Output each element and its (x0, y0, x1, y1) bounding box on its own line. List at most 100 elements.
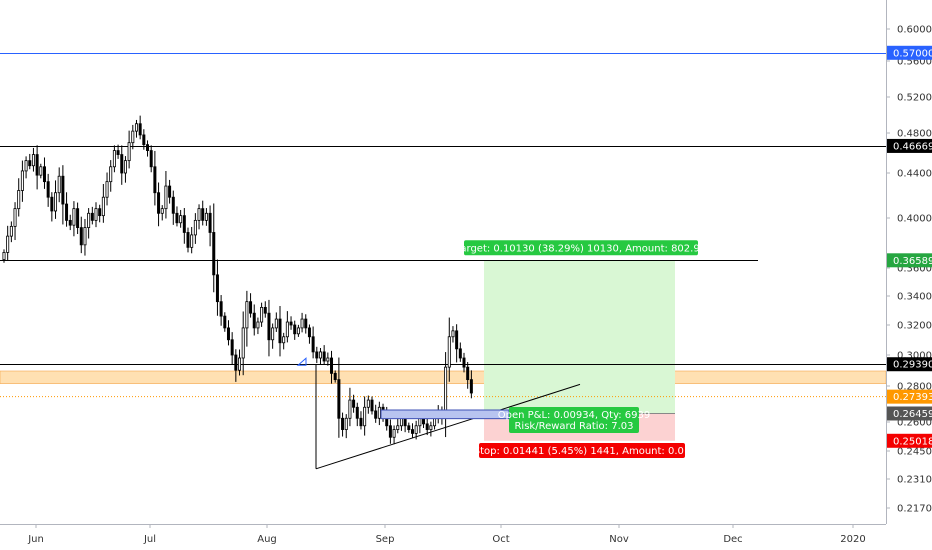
candle (186, 227, 190, 253)
candle (182, 208, 186, 244)
candle (134, 119, 138, 138)
candle (260, 302, 264, 327)
entry-rectangle[interactable] (380, 409, 510, 420)
candle-body-up (366, 399, 370, 408)
candle-body-up (31, 154, 35, 167)
candle-body-down (330, 357, 334, 374)
candle-body-down (157, 192, 161, 214)
candle-body-up (429, 425, 433, 430)
candle (363, 396, 367, 436)
candle (13, 202, 17, 241)
candle-body-down (337, 379, 341, 419)
candle (120, 145, 124, 185)
candle-body-down (65, 203, 69, 221)
candle (337, 357, 341, 438)
candle-body-up (274, 318, 278, 329)
price-tag-bg (887, 45, 932, 60)
candle (2, 249, 6, 263)
candle-body-up (39, 166, 43, 176)
candle-body-up (282, 336, 286, 344)
support-zone[interactable] (0, 370, 887, 384)
candle (447, 317, 451, 382)
candle (79, 216, 83, 254)
position-labels: Target: 0.10130 (38.29%) 10130, Amount: … (455, 240, 706, 458)
profit-zone[interactable] (484, 260, 675, 414)
candle-body-up (326, 357, 330, 362)
candle-body-up (57, 175, 61, 194)
candle-body-down (322, 351, 326, 362)
candle-body-up (363, 406, 367, 427)
candle (39, 163, 43, 179)
candle (289, 316, 293, 330)
price-tag: 0.57000 (887, 45, 932, 60)
candle (318, 348, 322, 365)
price-tag-bg (887, 138, 932, 153)
candle-body-up (318, 351, 322, 359)
price-tag-label: 0.26459 (893, 409, 932, 420)
candle-body-down (98, 208, 102, 217)
candle (366, 395, 370, 414)
candle (234, 349, 238, 382)
candle (68, 214, 72, 231)
candle (333, 370, 337, 383)
candle-body-up (197, 208, 201, 221)
candle (330, 350, 334, 384)
candle (451, 326, 455, 343)
candle-body-down (355, 406, 359, 419)
price-tag-label: 0.27393 (893, 392, 932, 403)
candle-body-down (403, 417, 407, 427)
price-tag-bg (887, 433, 932, 448)
candle-body-up (112, 150, 116, 168)
candle (407, 422, 411, 433)
candle-body-down (466, 366, 470, 381)
candle (138, 115, 142, 140)
candle (429, 421, 433, 437)
candle (304, 314, 308, 334)
candle (215, 259, 219, 316)
candle-body-down (263, 306, 267, 314)
price-tag-label: 0.57000 (893, 48, 932, 59)
candle-body-down (311, 336, 315, 353)
candle-body-up (101, 196, 105, 217)
candle-body-up (260, 306, 264, 323)
x-tick-label: Nov (609, 534, 629, 545)
price-tag-label: 0.29390 (893, 360, 932, 371)
price-tag-label: 0.36589 (893, 256, 932, 267)
candle (83, 218, 87, 256)
candle (105, 172, 109, 206)
candle-body-up (6, 235, 10, 253)
candle-body-up (24, 160, 28, 172)
candle (267, 299, 271, 357)
candle (160, 205, 164, 221)
candle (116, 144, 120, 159)
candle-body-down (28, 160, 32, 167)
candle (326, 352, 330, 366)
price-tag-bg (887, 406, 932, 421)
candle (146, 140, 150, 157)
candle (256, 317, 260, 335)
candle-body-up (72, 208, 76, 226)
candle (230, 332, 234, 365)
ascending-trendline[interactable] (315, 383, 581, 470)
candle (282, 332, 286, 350)
candle-body-down (76, 208, 80, 228)
candle (348, 387, 352, 427)
candle-body-down (462, 357, 466, 368)
x-tick-label: 2020 (840, 534, 865, 545)
candle-body-up (17, 190, 21, 210)
candle (249, 293, 253, 318)
time-axis[interactable]: Jun Jul Aug Sep Oct Nov Dec 2020 (0, 524, 886, 545)
small-triangle-marker (296, 357, 307, 366)
candle-body-up (300, 318, 304, 329)
candle (72, 201, 76, 237)
candle (179, 209, 183, 228)
candle-body-down (50, 196, 54, 212)
